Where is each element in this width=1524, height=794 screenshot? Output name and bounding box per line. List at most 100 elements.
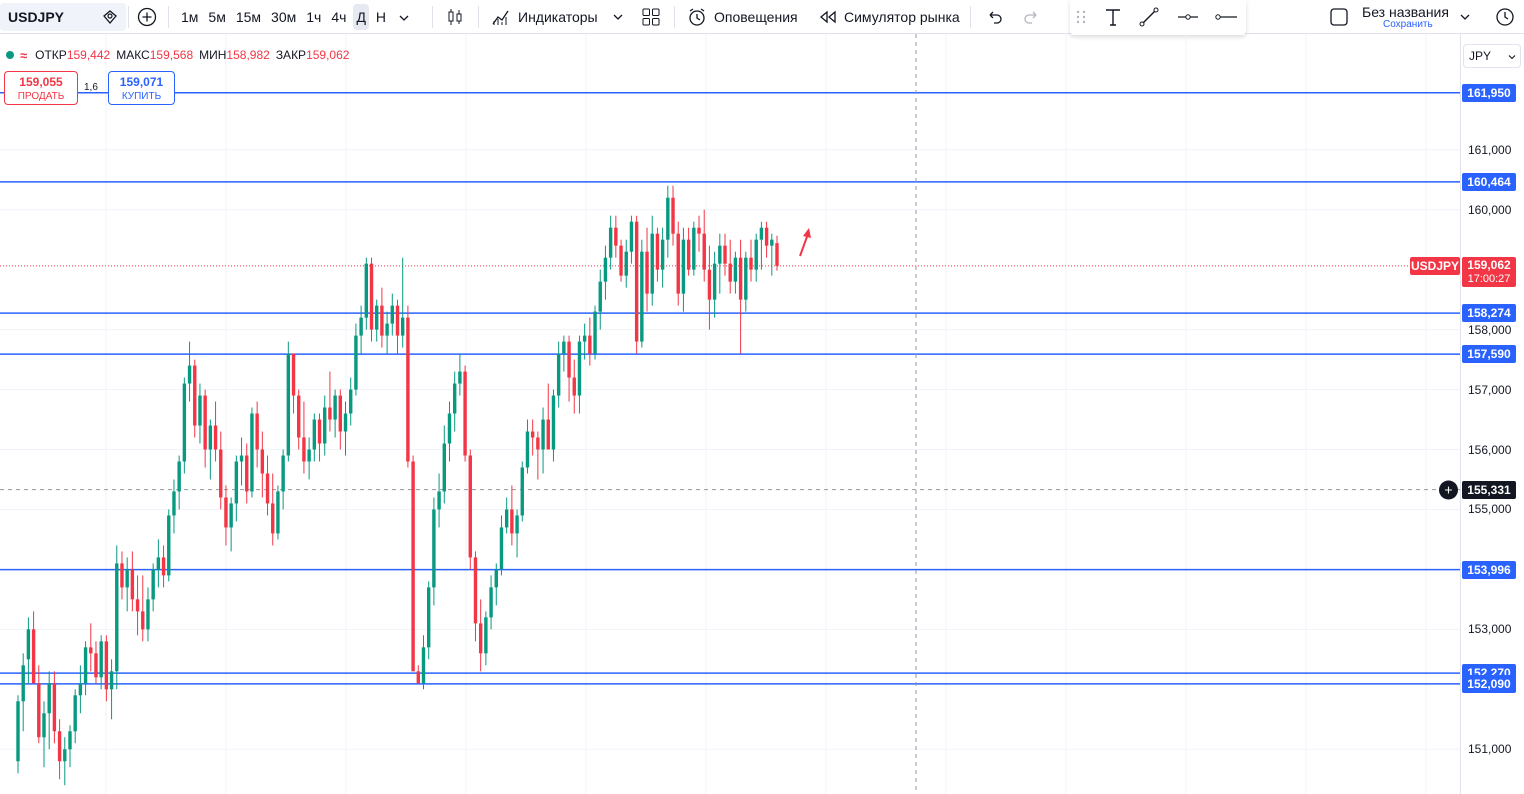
candle-body	[172, 491, 176, 516]
candle-body	[135, 599, 140, 612]
candle-body	[203, 395, 207, 450]
candle-body	[775, 243, 779, 266]
indicators-label: Индикаторы	[518, 8, 598, 25]
layout-name[interactable]: Без названия	[1362, 4, 1449, 20]
close-label: ЗАКР	[275, 48, 307, 62]
candle-body	[297, 395, 301, 438]
interval-15m[interactable]: 15м	[235, 8, 262, 25]
candle-body	[120, 563, 124, 588]
alerts-button[interactable]: Оповещения	[686, 0, 798, 33]
candle-body	[271, 503, 275, 534]
quick-search-icon[interactable]	[1494, 0, 1516, 33]
price-tick-label: 161,000	[1468, 142, 1512, 157]
trend-line-tool-icon[interactable]	[1138, 0, 1160, 33]
level-price-label: 158,274	[1462, 304, 1516, 323]
candle-body	[432, 509, 436, 588]
chart-type-candles-icon[interactable]	[444, 0, 466, 33]
symbol-name[interactable]: USDJPY	[8, 8, 65, 25]
price-tick-label: 153,000	[1468, 622, 1512, 637]
interval-30m[interactable]: 30м	[271, 8, 297, 25]
candle-body	[525, 431, 530, 468]
candle-body	[770, 239, 774, 246]
candle-body	[406, 317, 410, 462]
candle-body	[359, 317, 363, 336]
drag-handle-icon[interactable]	[1076, 0, 1086, 33]
close-value: 159,062	[306, 48, 350, 62]
replay-label: Симулятор рынка	[844, 8, 960, 25]
candle-body	[177, 461, 181, 492]
candle-body	[473, 557, 478, 624]
indicators-button[interactable]: Индикаторы	[490, 0, 598, 33]
currency-selector[interactable]: JPY	[1463, 44, 1521, 68]
horizontal-ray-tool-icon[interactable]	[1176, 0, 1200, 33]
compare-icon[interactable]	[100, 0, 120, 33]
candle-body	[333, 395, 337, 420]
candle-body	[598, 281, 602, 312]
price-chart[interactable]	[0, 34, 1460, 794]
candle-body	[115, 563, 119, 672]
candle-body	[395, 305, 400, 336]
market-status-dot	[6, 51, 14, 59]
indicators-chevron-icon[interactable]	[613, 0, 623, 33]
candle-body	[42, 713, 46, 738]
ohlc-legend: ≈ ОТКР 159,442 МАКС 159,568 МИН 158,982 …	[6, 47, 355, 63]
candle-body	[47, 683, 51, 714]
candle-body	[697, 227, 701, 234]
horizontal-line-tool-icon[interactable]	[1214, 0, 1238, 33]
sell-button[interactable]: 159,055 ПРОДАТЬ	[4, 71, 78, 105]
candle-body	[26, 629, 31, 660]
add-alert-plus-icon[interactable]: +	[1439, 480, 1458, 500]
interval-1h[interactable]: 1ч	[306, 8, 322, 25]
interval-4h[interactable]: 4ч	[331, 8, 347, 25]
candle-body	[198, 395, 202, 426]
save-button[interactable]: Сохранить	[1383, 19, 1433, 30]
text-tool-icon[interactable]	[1102, 0, 1124, 33]
last-price-label: 159,062 17:00:27	[1462, 256, 1516, 287]
indicators-icon	[492, 10, 509, 25]
currency-chevron-icon	[1508, 55, 1516, 60]
arrow-annotation	[799, 233, 809, 257]
candle-body	[650, 233, 654, 294]
candle-body	[567, 341, 571, 378]
interval-5m[interactable]: 5м	[208, 8, 226, 25]
candle-body	[426, 587, 431, 648]
interval-more-chevron-icon[interactable]	[399, 9, 409, 25]
undo-icon[interactable]	[984, 0, 1004, 33]
replay-button[interactable]: Симулятор рынка	[818, 0, 960, 33]
last-price-symbol-tag: USDJPY	[1410, 256, 1460, 275]
layout-menu-chevron-icon[interactable]	[1460, 0, 1470, 33]
candle-body	[63, 749, 67, 762]
layout-checkbox[interactable]	[1328, 0, 1350, 33]
candle-body	[692, 227, 696, 270]
candle-body	[551, 395, 556, 450]
candle-body	[125, 569, 129, 588]
interval-1m[interactable]: 1м	[181, 8, 199, 25]
candle-body	[484, 617, 488, 654]
interval-week[interactable]: Н	[375, 8, 387, 25]
high-value: 159,568	[149, 48, 194, 62]
candle-body	[416, 671, 420, 684]
layouts-grid-icon[interactable]	[641, 0, 661, 33]
candle-body	[73, 695, 77, 732]
candle-body	[245, 455, 249, 492]
candle-body	[37, 683, 41, 738]
candle-body	[307, 449, 311, 462]
candle-body	[229, 503, 233, 528]
candle-body	[624, 251, 628, 276]
candle-body	[68, 731, 72, 750]
candle-body	[556, 353, 561, 396]
candle-body	[281, 455, 285, 492]
interval-day[interactable]: Д	[353, 3, 369, 30]
candle-body	[458, 371, 462, 384]
redo-icon[interactable]	[1022, 0, 1042, 33]
buy-button[interactable]: 159,071 КУПИТЬ	[108, 71, 175, 105]
wave-icon: ≈	[20, 47, 28, 63]
candle-body	[193, 365, 197, 426]
candle-body	[302, 437, 306, 462]
candle-body	[494, 569, 498, 588]
candle-body	[640, 251, 644, 342]
add-symbol-icon[interactable]	[136, 0, 158, 33]
candle-body	[536, 437, 540, 450]
candle-body	[161, 557, 166, 576]
arrow-annotation-head	[803, 228, 811, 238]
